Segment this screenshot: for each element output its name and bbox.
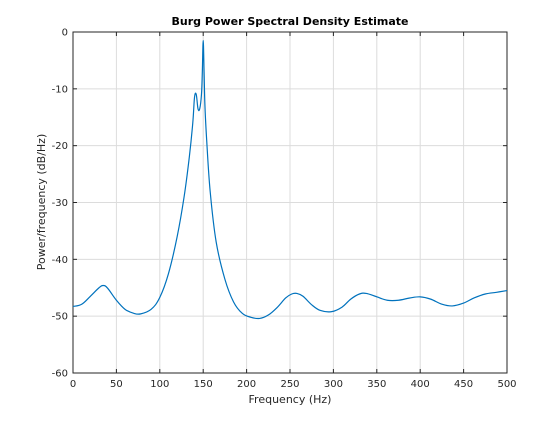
x-tick-label: 50 [110, 379, 123, 390]
y-axis-label: Power/frequency (dB/Hz) [35, 134, 48, 271]
x-tick-label: 400 [411, 379, 430, 390]
y-ticks: 0 -10 -20 -30 -40 -50 -60 [52, 28, 507, 380]
x-tick-label: 200 [237, 379, 256, 390]
x-tick-label: 0 [70, 379, 76, 390]
x-tick-label: 350 [367, 379, 386, 390]
psd-series-line [72, 39, 508, 320]
y-tick-label: 0 [62, 28, 68, 39]
x-tick-label: 500 [497, 379, 516, 390]
x-tick-label: 150 [194, 379, 213, 390]
y-tick-label: -30 [52, 198, 68, 209]
x-tick-label: 300 [324, 379, 343, 390]
y-tick-label: -40 [52, 255, 68, 266]
x-ticks: 0 50 100 150 200 250 300 350 400 450 500 [70, 32, 517, 390]
y-tick-label: -50 [52, 312, 68, 323]
y-tick-label: -20 [52, 141, 68, 152]
chart-title: Burg Power Spectral Density Estimate [171, 15, 408, 28]
y-tick-label: -10 [52, 84, 68, 95]
x-axis-label: Frequency (Hz) [249, 393, 332, 406]
x-tick-label: 100 [150, 379, 169, 390]
y-tick-label: -60 [52, 369, 68, 380]
x-tick-label: 250 [280, 379, 299, 390]
x-tick-label: 450 [454, 379, 473, 390]
